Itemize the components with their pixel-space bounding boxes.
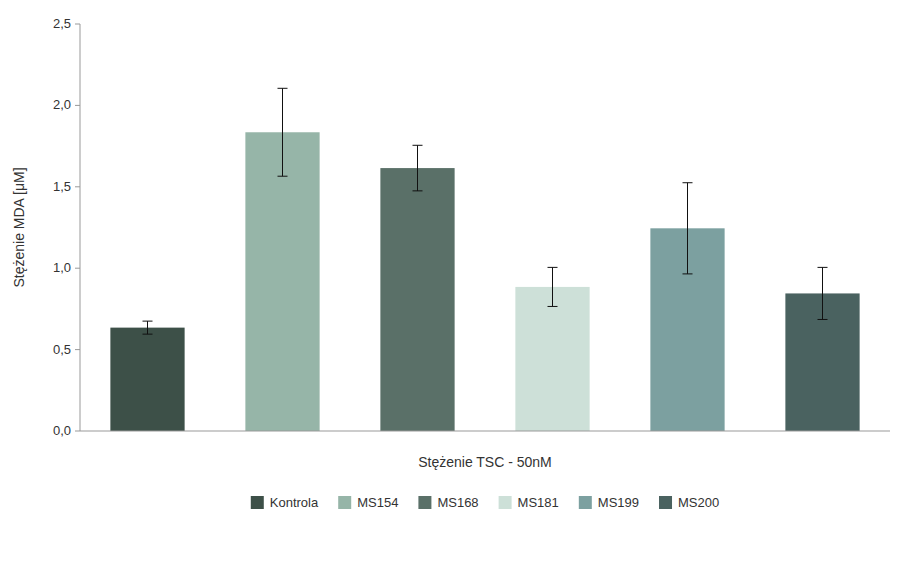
y-tick-label: 1,0 [53,260,71,275]
legend-item: MS154 [338,495,398,510]
error-bar [818,267,828,319]
y-tick [75,24,80,25]
legend-swatch [579,496,592,509]
error-bar [413,145,423,191]
y-tick-label: 2,5 [53,16,71,31]
y-tick-label: 0,5 [53,342,71,357]
x-axis-label: Stężenie TSC - 50nM [418,454,552,470]
legend-item: MS199 [579,495,639,510]
chart: 0,0 0,5 1,0 1,5 2,0 2,5 Stężenie TSC - 50nM Stę… [0,0,914,561]
legend-label: MS200 [678,495,719,510]
y-tick [75,105,80,106]
legend-swatch [251,496,264,509]
error-bar [548,267,558,306]
y-tick [75,268,80,269]
legend-swatch [418,496,431,509]
bar [380,168,454,431]
legend-item: MS181 [499,495,559,510]
y-tick-label: 2,0 [53,97,71,112]
y-tick-label: 1,5 [53,179,71,194]
x-axis-line [80,431,890,432]
y-axis-line [80,24,81,431]
error-bar [278,88,288,176]
legend-item: Kontrola [251,495,319,510]
bar [245,132,319,431]
legend-swatch [659,496,672,509]
legend-label: Kontrola [270,495,319,510]
legend-item: MS168 [418,495,478,510]
y-tick [75,431,80,432]
legend-label: MS154 [357,495,398,510]
y-tick [75,349,80,350]
legend-swatch [499,496,512,509]
legend-item: MS200 [659,495,719,510]
error-bar [143,321,153,334]
legend: Kontrola MS154 MS168 MS181 MS199 MS200 [251,495,719,510]
bar [515,287,589,431]
legend-label: MS199 [598,495,639,510]
y-axis-label: Stężenie MDA [μM] [11,167,27,287]
bar [110,328,184,431]
plot-area [110,88,859,431]
error-bar [683,183,693,274]
y-tick-label: 0,0 [53,423,71,438]
legend-swatch [338,496,351,509]
legend-label: MS181 [518,495,559,510]
legend-label: MS168 [437,495,478,510]
y-tick [75,186,80,187]
